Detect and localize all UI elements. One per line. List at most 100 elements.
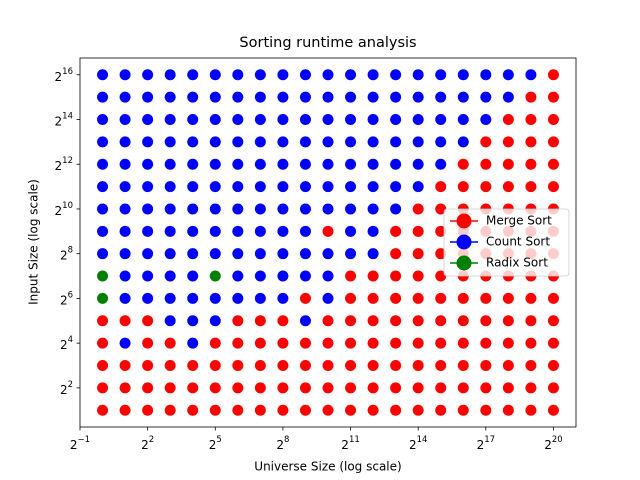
scatter-point — [547, 292, 559, 304]
scatter-point — [435, 91, 447, 103]
scatter-point — [457, 181, 469, 193]
scatter-point — [119, 404, 131, 416]
scatter-point — [390, 359, 402, 371]
scatter-point — [142, 270, 154, 282]
scatter-point — [435, 292, 447, 304]
scatter-point — [367, 359, 379, 371]
scatter-point — [164, 270, 176, 282]
scatter-point — [345, 315, 357, 327]
scatter-point — [254, 404, 266, 416]
scatter-point — [390, 315, 402, 327]
scatter-point — [412, 337, 424, 349]
scatter-point — [232, 292, 244, 304]
scatter-point — [277, 248, 289, 260]
scatter-point — [97, 315, 109, 327]
scatter-point — [390, 248, 402, 260]
scatter-point — [299, 69, 311, 81]
scatter-point — [412, 69, 424, 81]
scatter-point — [209, 113, 221, 125]
scatter-point — [435, 337, 447, 349]
scatter-point — [390, 158, 402, 170]
scatter-point — [254, 203, 266, 215]
scatter-point — [457, 113, 469, 125]
scatter-point — [322, 91, 334, 103]
scatter-point — [390, 203, 402, 215]
scatter-point — [277, 158, 289, 170]
x-tick-label: 220 — [544, 435, 562, 452]
scatter-point — [547, 337, 559, 349]
scatter-point — [277, 203, 289, 215]
scatter-point — [345, 158, 357, 170]
scatter-point — [97, 136, 109, 148]
scatter-point — [390, 270, 402, 282]
scatter-point — [345, 203, 357, 215]
scatter-point — [164, 337, 176, 349]
scatter-point — [187, 382, 199, 394]
scatter-point — [547, 382, 559, 394]
scatter-point — [232, 91, 244, 103]
scatter-point — [480, 404, 492, 416]
scatter-point — [97, 113, 109, 125]
scatter-point — [142, 91, 154, 103]
legend-box — [443, 208, 570, 277]
scatter-point — [412, 292, 424, 304]
scatter-point — [164, 91, 176, 103]
scatter-point — [164, 248, 176, 260]
scatter-point — [525, 382, 537, 394]
scatter-point — [209, 359, 221, 371]
scatter-point — [435, 315, 447, 327]
scatter-point — [322, 315, 334, 327]
legend-label: Merge Sort — [486, 214, 552, 228]
scatter-point — [480, 359, 492, 371]
scatter-point — [187, 69, 199, 81]
scatter-point — [232, 337, 244, 349]
scatter-point — [345, 225, 357, 237]
scatter-point — [142, 113, 154, 125]
scatter-point — [164, 69, 176, 81]
scatter-point — [525, 315, 537, 327]
scatter-point — [547, 181, 559, 193]
scatter-point — [119, 270, 131, 282]
chart-title: Sorting runtime analysis — [239, 35, 416, 51]
scatter-point — [209, 158, 221, 170]
scatter-point — [322, 292, 334, 304]
scatter-point — [209, 315, 221, 327]
scatter-point — [119, 248, 131, 260]
scatter-point — [164, 315, 176, 327]
y-tick-label: 210 — [55, 200, 73, 217]
scatter-point — [390, 382, 402, 394]
scatter-point — [119, 69, 131, 81]
scatter-point — [209, 136, 221, 148]
scatter-point — [322, 382, 334, 394]
scatter-point — [277, 382, 289, 394]
scatter-point — [480, 292, 492, 304]
scatter-point — [299, 337, 311, 349]
scatter-point — [187, 136, 199, 148]
scatter-point — [209, 404, 221, 416]
scatter-point — [457, 158, 469, 170]
scatter-point — [322, 69, 334, 81]
y-tick-label: 26 — [60, 290, 73, 307]
scatter-point — [119, 337, 131, 349]
scatter-point — [277, 136, 289, 148]
scatter-point — [502, 158, 514, 170]
x-tick-label: 22 — [141, 435, 154, 452]
x-tick-label: 2−1 — [70, 435, 90, 452]
scatter-point — [187, 248, 199, 260]
scatter-point — [480, 181, 492, 193]
legend-marker — [456, 213, 472, 229]
scatter-point — [322, 248, 334, 260]
scatter-point — [142, 225, 154, 237]
scatter-point — [299, 181, 311, 193]
scatter-point — [209, 382, 221, 394]
scatter-point — [367, 158, 379, 170]
scatter-point — [345, 382, 357, 394]
scatter-point — [390, 292, 402, 304]
scatter-point — [480, 69, 492, 81]
legend-label: Radix Sort — [486, 256, 548, 270]
scatter-point — [299, 91, 311, 103]
scatter-point — [390, 69, 402, 81]
scatter-point — [209, 337, 221, 349]
scatter-point — [187, 225, 199, 237]
scatter-point — [142, 404, 154, 416]
